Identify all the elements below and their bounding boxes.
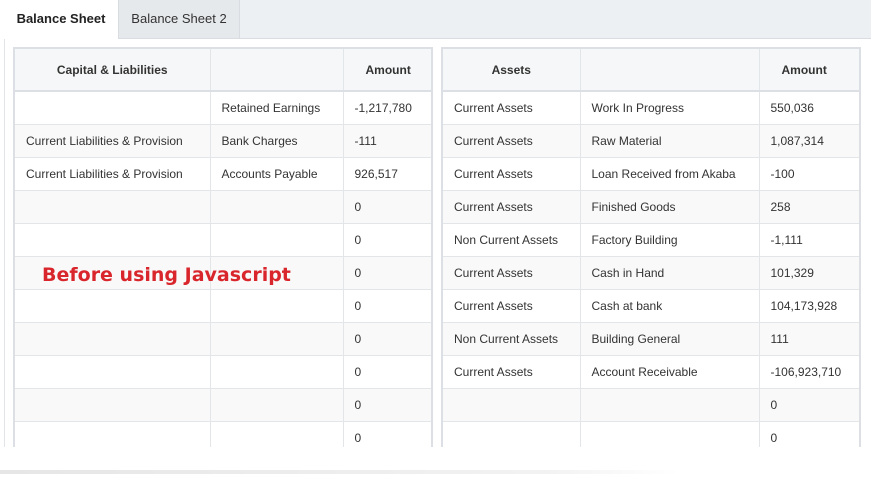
account-cell: Factory Building	[579, 223, 760, 257]
amount-cell: 101,329	[758, 256, 861, 290]
group-cell: Current Assets	[441, 289, 581, 323]
amount-cell: 0	[342, 223, 433, 257]
account-cell: Accounts Payable	[209, 157, 344, 191]
table-row: Current Assets Raw Material 1,087,314	[441, 124, 861, 158]
amount-cell: 0	[758, 388, 861, 422]
column-header-amount: Amount	[342, 47, 433, 92]
assets-table: Assets Amount Current Assets Work In Prog…	[441, 47, 861, 456]
table-row: Current Assets Finished Goods 258	[441, 190, 861, 224]
account-cell	[209, 223, 344, 257]
column-header-capital-liabilities: Capital & Liabilities	[13, 47, 211, 92]
amount-cell: -1,217,780	[342, 90, 433, 125]
column-header-assets: Assets	[441, 47, 581, 92]
column-header-amount: Amount	[758, 47, 861, 92]
amount-cell: 0	[342, 190, 433, 224]
table-row: Non Current Assets Factory Building -1,111	[441, 223, 861, 257]
account-cell: Cash in Hand	[579, 256, 760, 290]
amount-cell: 0	[342, 256, 433, 290]
table-row: 0	[13, 322, 433, 356]
amount-cell: -106,923,710	[758, 355, 861, 389]
group-cell: Current Assets	[441, 157, 581, 191]
table-row: 0	[13, 190, 433, 224]
group-cell: Current Liabilities & Provision	[13, 124, 211, 158]
table-row: Current Assets Account Receivable -106,923…	[441, 355, 861, 389]
group-cell: Non Current Assets	[441, 322, 581, 356]
column-header-blank	[209, 47, 344, 92]
amount-cell: 0	[342, 388, 433, 422]
table-row: 0	[13, 289, 433, 323]
group-cell	[441, 388, 581, 422]
group-cell	[13, 90, 211, 125]
group-cell: Current Assets	[441, 190, 581, 224]
amount-cell: 0	[342, 355, 433, 389]
amount-cell: 0	[342, 322, 433, 356]
table-row: Current Assets Cash in Hand 101,329	[441, 256, 861, 290]
account-cell: Loan Received from Akaba	[579, 157, 760, 191]
account-cell	[209, 322, 344, 356]
amount-cell: 0	[342, 289, 433, 323]
account-cell: Retained Earnings	[209, 90, 344, 125]
tab-balance-sheet[interactable]: Balance Sheet	[4, 0, 119, 39]
amount-cell: 104,173,928	[758, 289, 861, 323]
table-row: Current Assets Loan Received from Akaba -1…	[441, 157, 861, 191]
account-cell: Raw Material	[579, 124, 760, 158]
capital-liabilities-table: Capital & Liabilities Amount Retained Ea…	[13, 47, 433, 456]
group-cell	[13, 256, 211, 290]
group-cell	[13, 388, 211, 422]
account-cell	[579, 388, 760, 422]
group-cell: Current Assets	[441, 90, 581, 125]
account-cell	[209, 355, 344, 389]
column-header-blank	[579, 47, 760, 92]
group-cell	[13, 289, 211, 323]
amount-cell: -1,111	[758, 223, 861, 257]
account-cell: Bank Charges	[209, 124, 344, 158]
table-row: 0	[13, 355, 433, 389]
amount-cell: 550,036	[758, 90, 861, 125]
table-row: 0	[13, 223, 433, 257]
account-cell: Work In Progress	[579, 90, 760, 125]
table-row: Non Current Assets Building General 111	[441, 322, 861, 356]
table-row: Current Liabilities & Provision Accounts …	[13, 157, 433, 191]
bottom-divider	[0, 470, 680, 474]
group-cell: Current Assets	[441, 256, 581, 290]
account-cell	[209, 289, 344, 323]
tab-balance-sheet-2[interactable]: Balance Sheet 2	[119, 0, 240, 38]
tab-bar: Balance Sheet Balance Sheet 2	[4, 0, 871, 39]
annotation-label: Before using Javascript	[42, 264, 291, 286]
account-cell: Account Receivable	[579, 355, 760, 389]
group-cell: Non Current Assets	[441, 223, 581, 257]
table-row: Current Liabilities & Provision Bank Char…	[13, 124, 433, 158]
table-header-row: Capital & Liabilities Amount	[13, 47, 433, 92]
amount-cell: -111	[342, 124, 433, 158]
group-cell: Current Assets	[441, 124, 581, 158]
group-cell: Current Liabilities & Provision	[13, 157, 211, 191]
balance-sheet-panel: Capital & Liabilities Amount Retained Ea…	[4, 39, 871, 456]
group-cell	[13, 355, 211, 389]
amount-cell: -100	[758, 157, 861, 191]
amount-cell: 111	[758, 322, 861, 356]
table-row: 0	[441, 388, 861, 422]
group-cell: Current Assets	[441, 355, 581, 389]
group-cell	[13, 223, 211, 257]
table-row: Current Assets Work In Progress 550,036	[441, 90, 861, 125]
amount-cell: 1,087,314	[758, 124, 861, 158]
group-cell	[13, 322, 211, 356]
table-row: Retained Earnings -1,217,780	[13, 90, 433, 125]
table-header-row: Assets Amount	[441, 47, 861, 92]
amount-cell: 258	[758, 190, 861, 224]
group-cell	[13, 190, 211, 224]
table-row: Current Assets Cash at bank 104,173,928	[441, 289, 861, 323]
account-cell	[209, 388, 344, 422]
amount-cell: 926,517	[342, 157, 433, 191]
account-cell	[209, 190, 344, 224]
table-row: 0	[13, 388, 433, 422]
account-cell: Building General	[579, 322, 760, 356]
account-cell: Finished Goods	[579, 190, 760, 224]
account-cell: Cash at bank	[579, 289, 760, 323]
